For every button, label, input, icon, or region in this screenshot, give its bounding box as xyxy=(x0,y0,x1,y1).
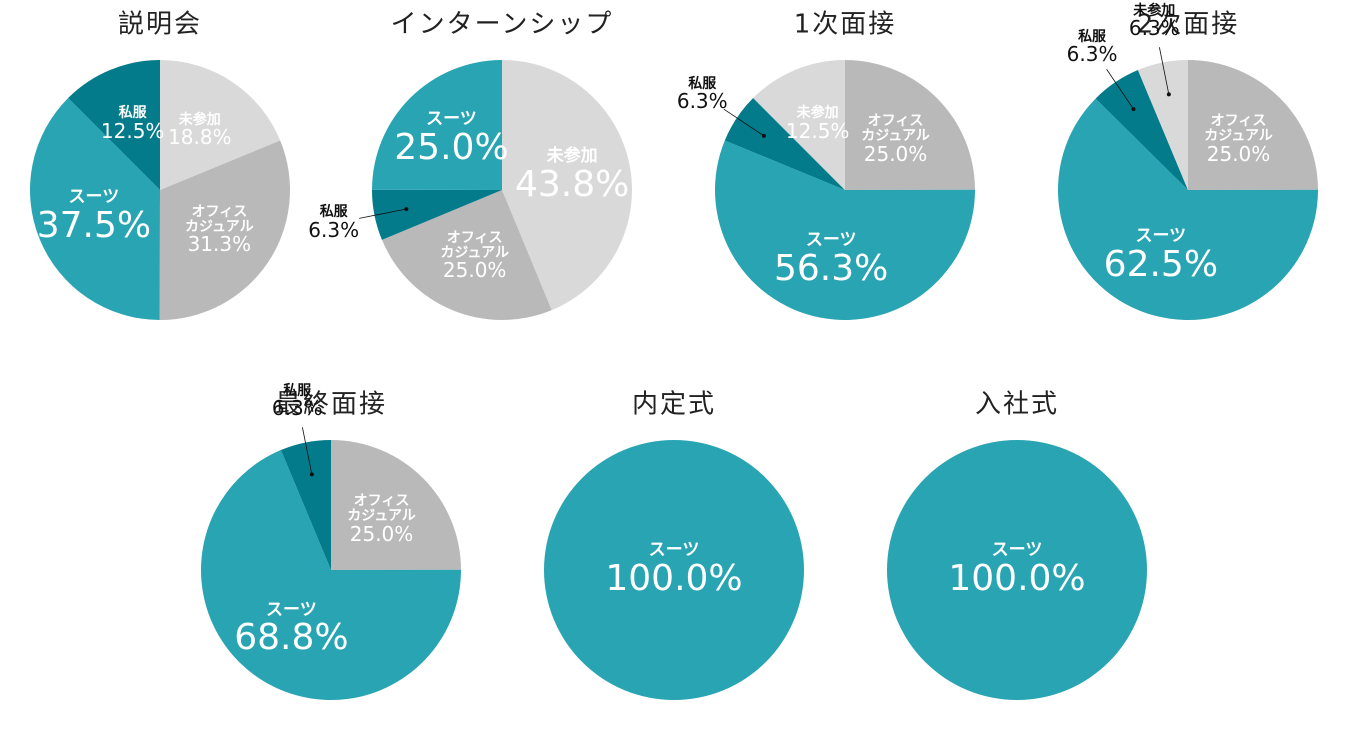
slice-name: 未参加 xyxy=(796,105,839,122)
pie-slice xyxy=(159,140,290,320)
slice-name: 未参加 xyxy=(546,146,598,167)
slice-label: オフィス カジュアル 25.0% xyxy=(347,494,416,544)
slice-name: オフィス カジュアル xyxy=(1204,113,1273,144)
slice-label: 私服 6.3% xyxy=(1067,30,1118,66)
slice-name: 私服 xyxy=(319,204,348,221)
slice-name: 未参加 xyxy=(1133,2,1176,19)
pie-slice xyxy=(1137,60,1188,190)
slice-label: オフィス カジュアル 31.3% xyxy=(185,203,254,257)
pie-slice xyxy=(160,60,281,190)
slice-name: オフィス カジュアル xyxy=(440,229,509,261)
slice-label: 未参加 18.8% xyxy=(168,113,232,149)
pie-slice xyxy=(201,450,462,700)
slice-label: 未参加 43.8% xyxy=(514,146,630,206)
slice-label: スーツ 25.0% xyxy=(394,109,509,169)
pie-slice xyxy=(1188,60,1318,190)
pie-slice xyxy=(280,440,331,570)
leader-line xyxy=(1159,47,1170,95)
pie-slice xyxy=(753,60,845,190)
slice-value: 31.3% xyxy=(187,232,252,257)
slice-value: 25.0% xyxy=(1206,141,1271,166)
pie-slice xyxy=(331,440,461,570)
leader-line xyxy=(723,108,765,137)
chart-title: 説明会 xyxy=(117,9,203,40)
slice-value: 43.8% xyxy=(514,164,630,206)
slice-value: 6.3% xyxy=(676,89,728,114)
pie-slice xyxy=(715,140,975,320)
chart-title: 最終面接 xyxy=(274,389,388,420)
pie-slice xyxy=(68,60,160,190)
slice-name: スーツ xyxy=(426,109,477,130)
slice-value: 6.3% xyxy=(271,396,323,421)
slice-value: 25.0% xyxy=(394,127,509,169)
slice-value: 6.3% xyxy=(308,218,360,243)
pie-slice xyxy=(1058,98,1318,320)
pie-slice xyxy=(544,440,804,700)
slice-value: 62.5% xyxy=(1103,244,1219,286)
slice-name: スーツ xyxy=(68,187,120,208)
slice-value: 25.0% xyxy=(863,141,928,166)
slice-name: スーツ xyxy=(1135,226,1187,247)
slice-label: スーツ 68.8% xyxy=(234,599,349,659)
slice-label: 未参加 6.3% xyxy=(1129,4,1180,40)
slice-name: 私服 xyxy=(688,75,717,92)
pie-slice xyxy=(887,440,1147,700)
slice-label: オフィス カジュアル 25.0% xyxy=(440,229,509,283)
slice-name: スーツ xyxy=(991,540,1043,561)
slice-value: 37.5% xyxy=(36,205,152,247)
chart-title: 1次面接 xyxy=(793,9,897,40)
pie-slice xyxy=(372,60,502,190)
slice-label: 私服 6.3% xyxy=(272,384,323,420)
slice-label: オフィス カジュアル 25.0% xyxy=(1204,114,1273,164)
pie-slice xyxy=(381,190,552,320)
slice-value: 6.3% xyxy=(1066,42,1118,67)
chart-title: 内定式 xyxy=(631,389,717,420)
slice-name: オフィス カジュアル xyxy=(861,113,930,144)
pie-slice xyxy=(372,189,502,240)
pie-slice xyxy=(502,60,632,311)
slice-value: 12.5% xyxy=(785,118,850,143)
slice-value: 56.3% xyxy=(773,248,889,290)
slice-label: 私服 12.5% xyxy=(101,106,165,142)
slice-label: 私服 6.3% xyxy=(677,77,728,113)
leader-line xyxy=(302,427,313,475)
slice-label: スーツ 100.0% xyxy=(605,540,743,600)
slice-value: 12.5% xyxy=(100,118,165,143)
slice-value: 25.0% xyxy=(442,258,507,283)
slice-name: スーツ xyxy=(648,540,700,561)
slice-value: 100.0% xyxy=(948,558,1086,600)
slice-name: 私服 xyxy=(118,105,147,122)
slice-label: 未参加 12.5% xyxy=(786,106,850,142)
leader-line xyxy=(359,208,407,219)
pie-slice xyxy=(1095,70,1188,190)
chart-title: インターンシップ xyxy=(390,9,614,40)
slice-name: 未参加 xyxy=(178,111,221,128)
slice-name: オフィス カジュアル xyxy=(347,493,416,524)
slice-value: 6.3% xyxy=(1128,16,1180,41)
slice-value: 100.0% xyxy=(605,558,743,600)
slice-name: スーツ xyxy=(805,230,857,251)
slice-value: 25.0% xyxy=(349,521,414,546)
slice-name: スーツ xyxy=(266,599,317,620)
pie-slice xyxy=(845,60,975,190)
pie-slice xyxy=(30,98,161,320)
slice-label: 私服 6.3% xyxy=(308,204,360,243)
slice-value: 68.8% xyxy=(234,617,349,659)
chart-title: 入社式 xyxy=(974,389,1060,420)
leader-line xyxy=(1106,69,1134,110)
slice-label: オフィス カジュアル 25.0% xyxy=(861,114,930,164)
slice-label: スーツ 56.3% xyxy=(773,230,889,290)
slice-name: オフィス カジュアル xyxy=(185,203,254,235)
slice-name: 私服 xyxy=(1078,28,1107,45)
slice-label: スーツ 100.0% xyxy=(948,540,1086,600)
slice-label: スーツ 37.5% xyxy=(37,189,151,245)
pie-slice xyxy=(724,98,845,190)
slice-name: 私服 xyxy=(283,382,312,399)
slice-value: 18.8% xyxy=(168,125,232,150)
chart-title: 2次面接 xyxy=(1136,9,1240,40)
slice-label: スーツ 62.5% xyxy=(1103,226,1219,286)
